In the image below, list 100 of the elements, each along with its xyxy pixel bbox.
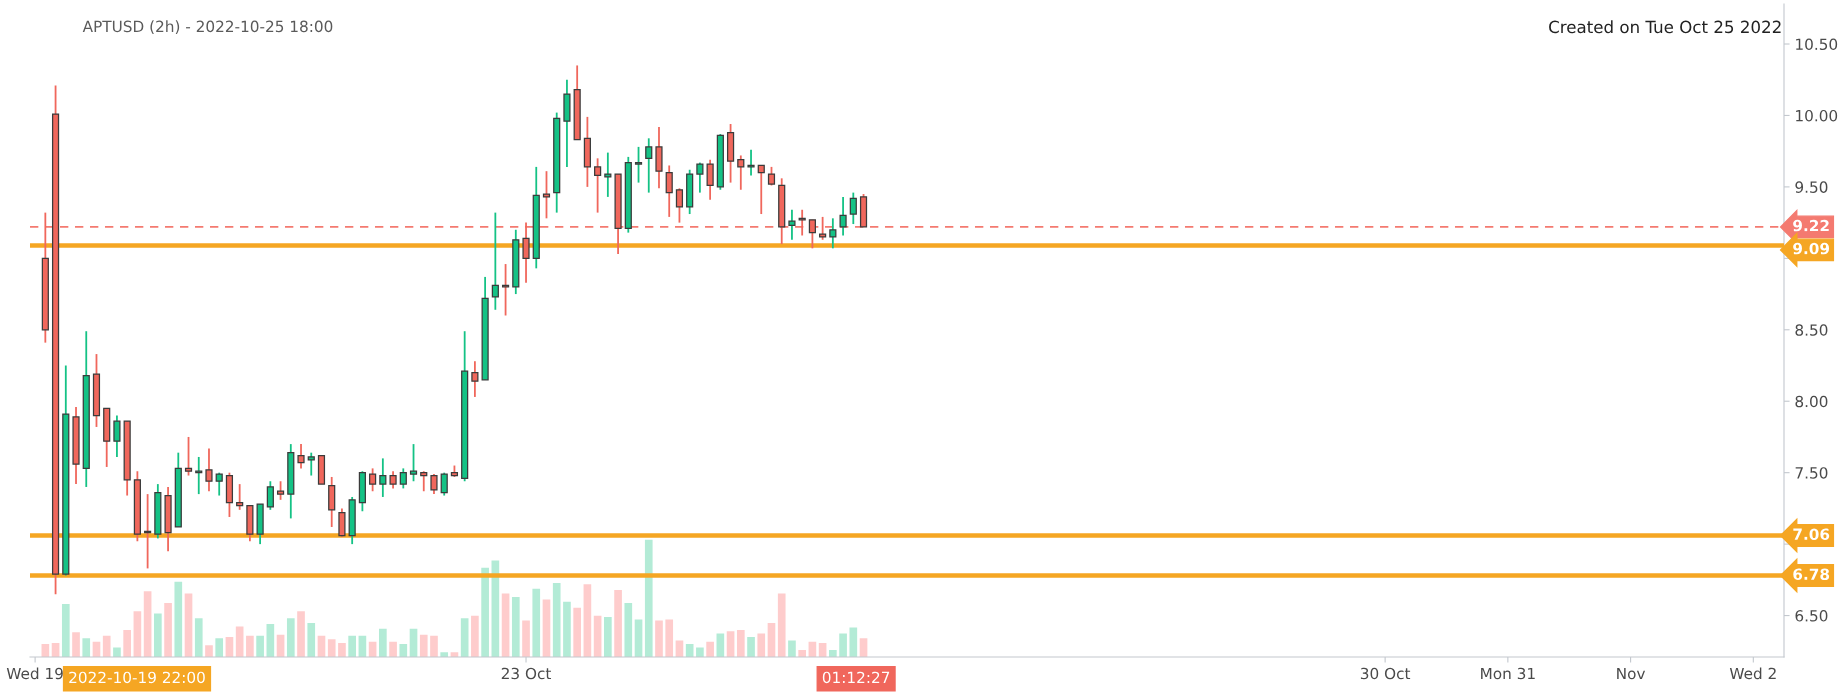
bar <box>665 619 674 657</box>
candlestick <box>491 211 499 311</box>
bar <box>430 635 438 657</box>
text: 2022-10-19 22:00 <box>69 671 205 684</box>
bar <box>757 633 766 657</box>
bar <box>460 618 469 657</box>
candlestick <box>808 218 816 250</box>
bar <box>164 602 172 657</box>
x-tick-label: Wed 19 <box>6 667 63 680</box>
bar <box>511 597 520 657</box>
y-tick-label: 7.50 <box>1795 467 1828 479</box>
candlestick <box>604 151 612 198</box>
candlestick <box>747 148 755 177</box>
bar <box>655 620 663 657</box>
bar <box>205 645 213 657</box>
bar <box>573 607 581 657</box>
bar <box>839 633 847 657</box>
bar <box>471 615 479 657</box>
bar <box>194 618 203 657</box>
candlestick <box>706 158 714 201</box>
bar <box>583 584 592 657</box>
candlestick <box>113 414 121 458</box>
candlestick <box>675 187 684 224</box>
bar <box>777 593 786 657</box>
bar <box>706 641 714 657</box>
candlestick <box>839 195 847 237</box>
candlestick <box>420 470 428 493</box>
bar <box>123 629 131 657</box>
bar <box>72 632 80 657</box>
bar <box>614 590 622 657</box>
candlestick <box>757 164 765 215</box>
candlestick <box>522 221 530 284</box>
candlestick <box>819 215 827 241</box>
bar <box>286 618 295 657</box>
annotation: Created on Tue Oct 25 2022 <box>1549 20 1781 34</box>
candlestick <box>307 451 315 477</box>
bar <box>297 611 305 657</box>
y-tick-label: 8.50 <box>1795 324 1828 336</box>
y-tick-label: 10.00 <box>1796 109 1838 122</box>
bar <box>327 639 336 657</box>
bar <box>307 622 316 657</box>
candlestick <box>471 360 479 398</box>
bar <box>82 638 91 657</box>
bar <box>788 640 796 657</box>
bar <box>256 635 264 657</box>
candlestick <box>369 467 377 493</box>
bar <box>624 602 633 657</box>
candlestick <box>236 483 244 511</box>
candlestick <box>430 473 438 496</box>
ref-line-label: 9.22 <box>1793 219 1829 232</box>
bar <box>174 581 183 657</box>
ref-line-label: 6.78 <box>1793 568 1830 580</box>
candlestick <box>645 137 653 194</box>
bar <box>102 635 111 657</box>
text: 01:12:27 <box>822 671 890 684</box>
x-tick-label: Mon 31 <box>1481 667 1535 680</box>
candlestick <box>399 467 407 490</box>
bar <box>522 620 530 657</box>
y-tick-label: 9.50 <box>1795 181 1828 193</box>
bar <box>389 641 397 657</box>
bar <box>235 626 244 657</box>
candlestick <box>501 263 510 317</box>
bar <box>143 591 152 657</box>
y-tick-label: 10.50 <box>1796 38 1838 51</box>
bar <box>419 634 428 657</box>
bar <box>563 601 571 657</box>
candlestick <box>409 443 418 483</box>
y-tick-label: 6.50 <box>1795 610 1828 622</box>
bar <box>542 599 551 657</box>
bar <box>399 644 408 657</box>
bar <box>61 604 70 657</box>
candlestick <box>205 447 213 493</box>
bar <box>481 567 489 657</box>
bar <box>552 582 561 657</box>
x-tick-label: Wed 2 <box>1729 667 1776 680</box>
bar <box>379 628 387 657</box>
bar <box>736 629 745 657</box>
candlestick <box>266 480 274 511</box>
bar <box>634 619 643 657</box>
bar <box>348 635 356 657</box>
bar <box>215 638 224 657</box>
candlestick <box>696 161 704 194</box>
bar <box>644 539 653 657</box>
candlestick <box>737 154 745 191</box>
candlestick <box>594 157 602 214</box>
candlestick <box>849 191 857 225</box>
candlestick <box>338 507 346 538</box>
candlestick <box>379 457 387 498</box>
bar <box>154 613 162 657</box>
candlestick <box>665 164 673 218</box>
bar <box>532 588 541 657</box>
candlestick <box>634 145 643 184</box>
bar <box>849 627 858 657</box>
candlestick <box>184 436 193 477</box>
candlestick <box>829 217 837 250</box>
bar <box>246 635 254 657</box>
x-tick-label: Nov <box>1617 667 1646 680</box>
x-tick-label: 23 Oct <box>501 667 552 680</box>
bar <box>604 617 612 657</box>
candlestick <box>276 480 285 501</box>
